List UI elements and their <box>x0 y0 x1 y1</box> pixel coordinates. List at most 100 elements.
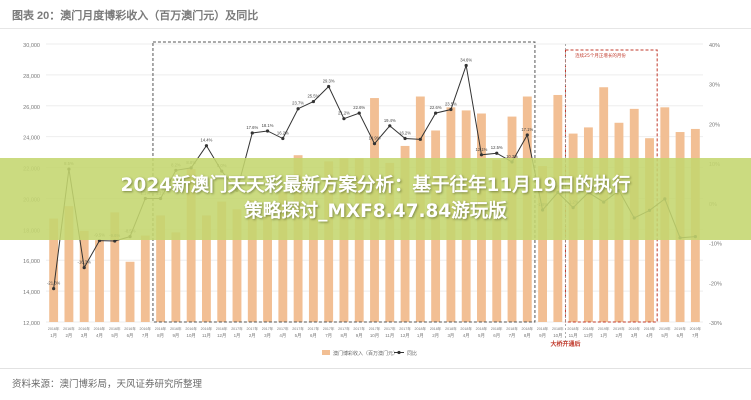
x-month-label: 12月 <box>400 333 409 339</box>
bar-revenue <box>324 161 334 322</box>
yoy-data-label: 25.5% <box>307 94 319 99</box>
yoy-data-label: -16.3% <box>78 260 92 265</box>
x-year-label: 2016年 <box>140 326 152 331</box>
x-year-label: 2018年 <box>567 326 579 331</box>
right-tick-label: 40% <box>709 43 720 49</box>
x-month-label: 10月 <box>553 333 562 339</box>
yoy-data-label: 17.6% <box>246 125 258 130</box>
yoy-point <box>372 142 377 146</box>
highlight-box-label: 连续25个月正增长的月份 <box>575 52 626 59</box>
right-tick-label: -20% <box>709 281 722 287</box>
x-month-label: 7月 <box>325 333 332 339</box>
x-year-label: 2019年 <box>674 326 686 331</box>
x-month-label: 2月 <box>65 333 72 339</box>
x-year-label: 2016年 <box>185 326 197 331</box>
x-year-label: 2016年 <box>109 326 121 331</box>
bar-revenue <box>95 240 104 322</box>
bar-revenue <box>156 215 166 322</box>
x-year-label: 2019年 <box>598 326 610 331</box>
x-month-label: 3月 <box>631 333 638 339</box>
bar-revenue <box>538 166 548 322</box>
headline-banner: 2024新澳门天天彩最新方案分析：基于往年11月19日的执行 策略探讨_MXF8… <box>0 158 751 240</box>
x-month-label: 8月 <box>341 333 348 339</box>
bar-revenue <box>385 162 395 322</box>
yoy-data-label: 23.5% <box>445 102 457 107</box>
x-year-label: 2018年 <box>476 326 488 331</box>
yoy-point <box>342 117 346 121</box>
headline-line-1: 2024新澳门天天彩最新方案分析：基于往年11月19日的执行 <box>120 175 631 196</box>
bar-revenue <box>278 192 288 322</box>
right-tick-label: 30% <box>709 83 720 89</box>
yoy-point <box>357 111 361 115</box>
x-month-label: 6月 <box>310 333 317 339</box>
bar-revenue <box>171 232 181 322</box>
bar-revenue <box>186 169 196 322</box>
x-year-label: 2017年 <box>262 326 274 331</box>
x-month-label: 1月 <box>417 333 424 339</box>
bar-revenue <box>232 209 242 322</box>
x-year-label: 2017年 <box>246 326 258 331</box>
footer-divider <box>0 368 751 369</box>
yoy-point <box>281 136 285 141</box>
x-month-label: 11月 <box>202 333 211 339</box>
bar-revenue <box>49 218 59 322</box>
x-year-label: 2019年 <box>659 326 671 331</box>
x-year-label: 2018年 <box>460 326 472 331</box>
x-year-label: 2018年 <box>430 326 442 331</box>
bar-revenue <box>308 199 318 322</box>
x-year-label: 2018年 <box>491 326 503 331</box>
bar-revenue <box>110 212 120 322</box>
right-tick-label: 20% <box>709 122 720 128</box>
x-month-label: 4月 <box>646 333 653 339</box>
yoy-point <box>525 133 529 137</box>
x-month-label: 12月 <box>217 333 226 339</box>
bar-revenue <box>339 158 349 322</box>
x-year-label: 2016年 <box>124 326 136 331</box>
x-year-label: 2016年 <box>155 326 167 331</box>
x-month-label: 5月 <box>478 333 485 339</box>
x-month-label: 8月 <box>157 333 164 339</box>
yoy-data-label: 14.9% <box>369 136 381 141</box>
event-label: 大桥开通后 <box>550 340 580 348</box>
source-note: 资料来源：澳门博彩局，天风证券研究所整理 <box>12 379 203 390</box>
yoy-point <box>52 287 56 291</box>
x-year-label: 2016年 <box>63 326 75 331</box>
yoy-point <box>495 151 499 155</box>
x-month-label: 1月 <box>50 333 57 339</box>
x-month-label: 10月 <box>370 333 379 339</box>
x-year-label: 2016年 <box>216 326 228 331</box>
x-month-label: 2月 <box>616 333 623 339</box>
x-month-label: 9月 <box>539 333 546 339</box>
x-year-label: 2017年 <box>338 326 350 331</box>
yoy-data-label: 14.4% <box>200 138 212 143</box>
yoy-point <box>296 107 300 111</box>
yoy-point <box>311 99 315 104</box>
x-month-label: 4月 <box>463 333 470 339</box>
headline-line-2: 策略探讨_MXF8.47.84游玩版 <box>244 201 507 222</box>
x-month-label: 2月 <box>432 333 439 339</box>
x-month-label: 2月 <box>249 333 256 339</box>
yoy-point <box>204 144 209 148</box>
x-month-label: 6月 <box>677 333 684 339</box>
x-month-label: 3月 <box>447 333 454 339</box>
x-year-label: 2018年 <box>583 326 595 331</box>
x-month-label: 6月 <box>493 333 500 339</box>
x-year-label: 2019年 <box>628 326 640 331</box>
x-year-label: 2016年 <box>170 326 182 331</box>
yoy-point <box>250 131 254 135</box>
bar-revenue <box>263 204 272 322</box>
x-year-label: 2017年 <box>369 326 381 331</box>
x-year-label: 2018年 <box>415 326 427 331</box>
bar-revenue <box>140 235 150 322</box>
yoy-data-label: 23.7% <box>292 101 304 106</box>
x-year-label: 2016年 <box>48 326 60 331</box>
bar-revenue <box>64 206 74 322</box>
yoy-point <box>265 129 270 133</box>
yoy-data-label: 22.6% <box>430 105 442 110</box>
legend-swatch-revenue <box>322 350 330 355</box>
x-year-label: 2018年 <box>506 326 518 331</box>
yoy-data-label: 21.2% <box>338 111 350 116</box>
bar-revenue <box>492 159 502 322</box>
bar-revenue <box>247 199 257 322</box>
bar-revenue <box>79 230 89 322</box>
